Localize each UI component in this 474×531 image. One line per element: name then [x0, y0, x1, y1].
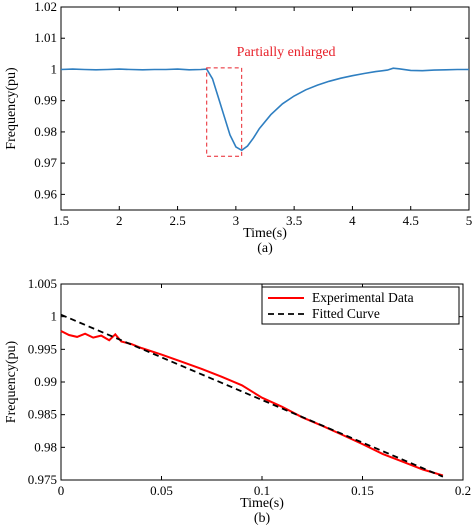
panel-a-axes-frame — [60, 6, 470, 211]
fitted-curve-line — [60, 313, 444, 478]
panel-b-caption: (b) — [254, 511, 271, 526]
x-tick-label: 0.05 — [150, 483, 173, 498]
y-tick-label: 1 — [51, 61, 58, 76]
panel-a-y-ticks: 0.96 0.97 0.98 0.99 1 1.01 1.02 — [34, 0, 469, 201]
x-tick-label: 2.5 — [169, 213, 185, 228]
x-tick-label: 0.1 — [254, 483, 270, 498]
y-tick-label: 0.98 — [34, 124, 57, 139]
x-tick-label: 5 — [466, 213, 473, 228]
panel-a-x-ticks: 1.5 2 2.5 3 3.5 4 4.5 5 — [53, 7, 472, 228]
panel-a: 1.5 2 2.5 3 3.5 4 4.5 5 0.960.970.980.9911.011.… — [4, 0, 472, 256]
panel-a-caption: (a) — [257, 241, 273, 256]
y-tick-label: 0.975 — [28, 472, 57, 487]
legend-label-experimental: Experimental Data — [312, 290, 414, 305]
x-tick-label: 3.5 — [286, 213, 302, 228]
legend: Experimental Data Fitted Curve — [261, 286, 460, 325]
x-tick-label: 0.2 — [455, 483, 471, 498]
x-tick-label: 4 — [349, 213, 356, 228]
x-tick-label: 4.5 — [403, 213, 419, 228]
panel-a-x-axis-label: Time(s) — [243, 226, 287, 241]
x-tick-label: 0.15 — [351, 483, 374, 498]
y-tick-label: 1 — [51, 309, 58, 324]
y-tick-label: 0.96 — [34, 186, 57, 201]
y-tick-label: 0.98 — [34, 439, 57, 454]
y-tick-label: 0.97 — [34, 155, 57, 170]
x-tick-label: 0 — [58, 483, 65, 498]
panel-b-x-axis-label: Time(s) — [240, 496, 284, 511]
legend-label-fitted: Fitted Curve — [312, 306, 380, 321]
y-tick-label: 1.02 — [34, 0, 57, 14]
y-tick-label: 1.01 — [34, 30, 57, 45]
panel-b-y-ticks: 0.975 0.98 0.985 0.99 0.995 1 1.005 — [28, 276, 463, 487]
y-tick-label: 0.99 — [34, 93, 57, 108]
experimental-data-line — [60, 330, 444, 477]
panel-a-frequency-line — [60, 67, 469, 152]
y-tick-label: 0.99 — [34, 374, 57, 389]
legend-box — [261, 286, 460, 325]
panel-b-x-ticks: 0 0.05 0.1 0.15 0.2 — [58, 284, 471, 498]
partially-enlarged-box — [206, 67, 243, 157]
x-tick-label: 1.5 — [53, 213, 69, 228]
panel-b: 0 0.05 0.1 0.15 0.2 0.975 0.98 0.985 0.99 0.995 1… — [4, 276, 471, 526]
x-tick-label: 3 — [233, 213, 240, 228]
y-tick-label: 0.985 — [28, 407, 57, 422]
y-tick-label: 1.005 — [28, 276, 57, 291]
annotation-label: Partially enlarged — [237, 45, 336, 60]
panel-a-y-axis-label: Frequency(pu) — [4, 67, 19, 150]
panel-b-y-axis-label: Frequency(pu) — [4, 340, 19, 423]
x-tick-label: 2 — [116, 213, 123, 228]
y-tick-label: 0.995 — [28, 341, 57, 356]
